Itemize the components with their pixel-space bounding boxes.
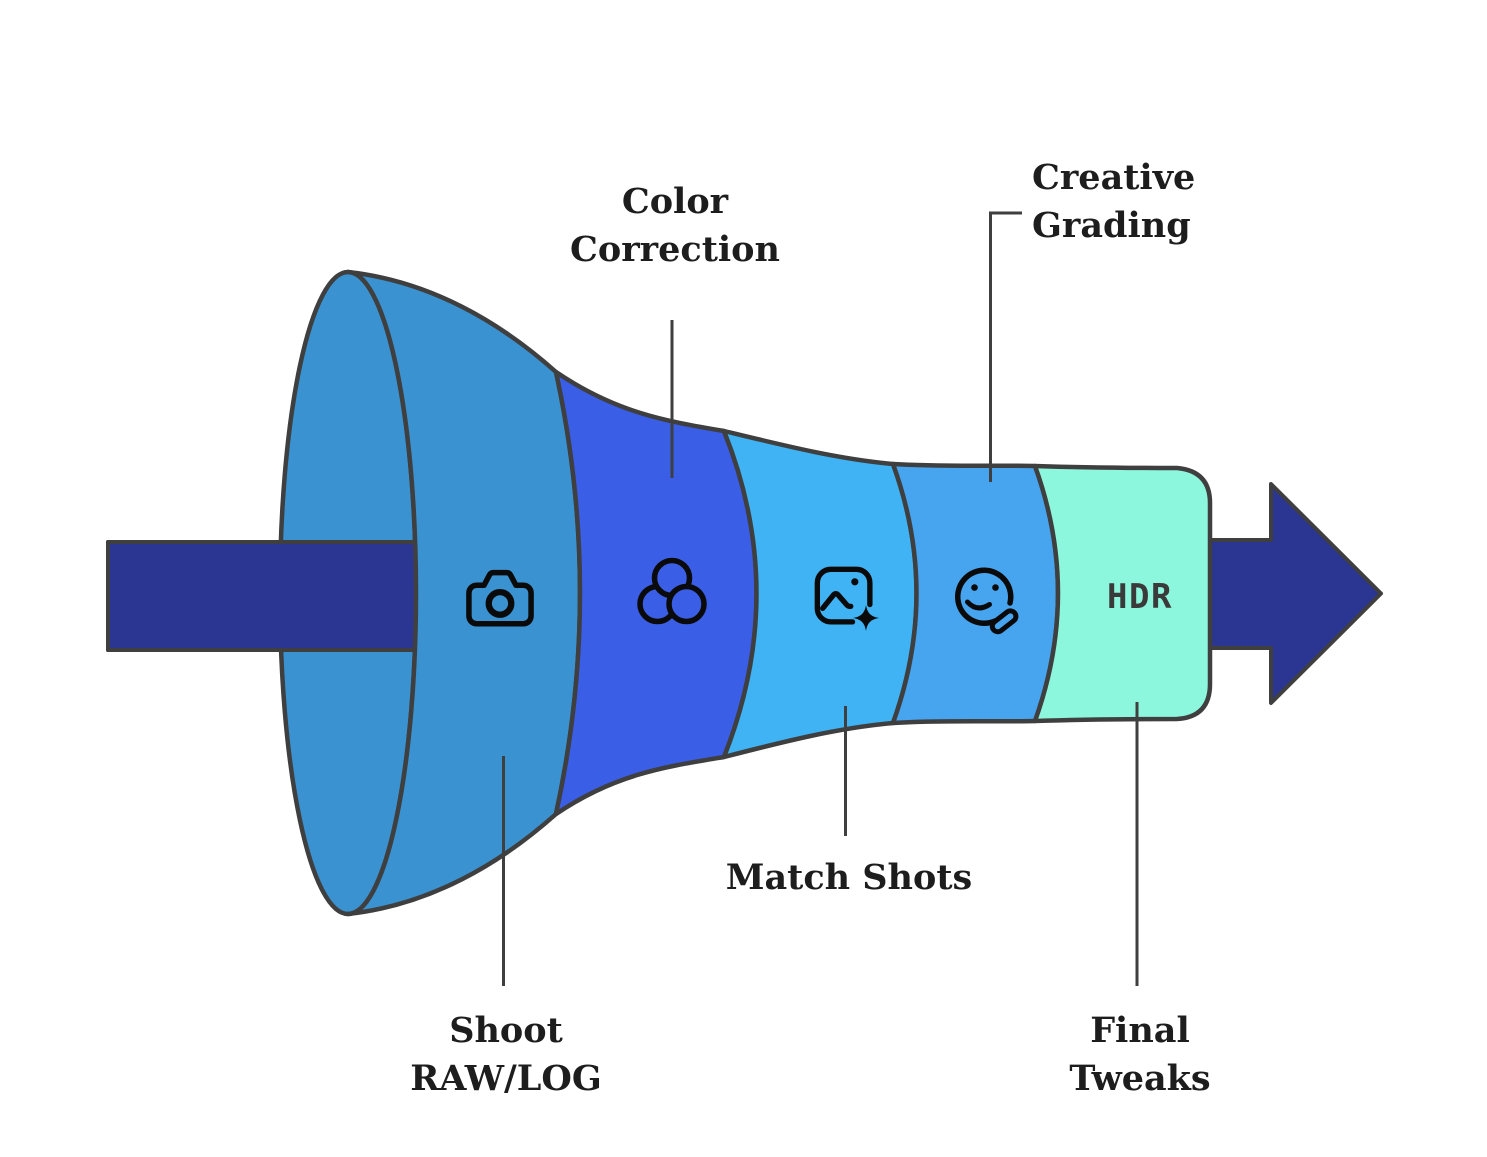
label-shoot-raw-log-line2: RAW/LOG [410, 1058, 602, 1099]
image-sparkle-icon [814, 566, 879, 631]
connector-creative-grading [989, 211, 1022, 482]
output-arrow [1195, 482, 1383, 705]
hdr-badge: HDR [1107, 577, 1173, 617]
funnel-segment-final-tweaks [1032, 463, 1213, 724]
funnel-segment-creative-grading [890, 461, 1061, 726]
input-arrow-overlay [106, 540, 420, 652]
label-color-correction-line1: Color [622, 181, 729, 222]
camera-icon [466, 569, 534, 627]
face-edit-icon [955, 567, 1019, 635]
label-creative-grading-line1: Creative [1032, 157, 1195, 198]
label-color-correction-line2: Correction [570, 229, 780, 270]
label-final-tweaks-line2: Tweaks [1069, 1058, 1210, 1099]
label-match-shots: Match Shots [726, 857, 972, 898]
label-shoot-raw-log-line1: Shoot [449, 1010, 563, 1051]
label-final-tweaks-line1: Final [1090, 1010, 1190, 1051]
label-creative-grading-line2: Grading [1032, 205, 1191, 246]
color-blend-icon [637, 557, 707, 625]
